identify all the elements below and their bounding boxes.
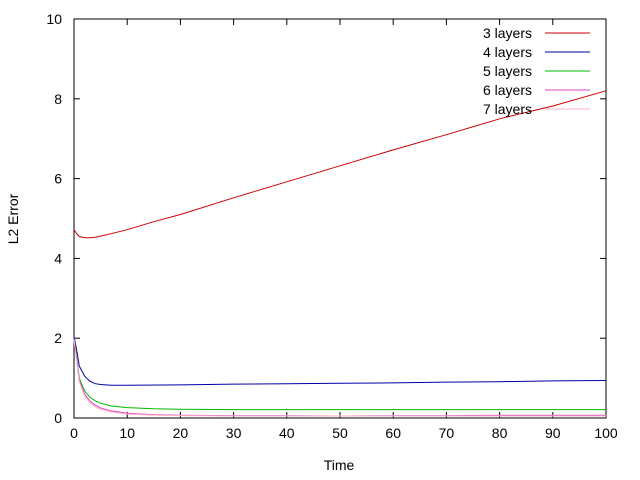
y-tick-label: 0: [54, 410, 62, 426]
y-axis-title: L2 Error: [5, 193, 21, 244]
x-tick-label: 60: [385, 425, 401, 441]
x-tick-label: 0: [70, 425, 78, 441]
y-tick-label: 4: [54, 250, 62, 266]
series-line-6-layers: [73, 338, 606, 417]
x-tick-label: 10: [119, 425, 135, 441]
legend-label: 4 layers: [483, 44, 532, 60]
series-line-4-layers: [73, 336, 607, 386]
legend-label: 3 layers: [483, 25, 532, 41]
x-tick-label: 20: [173, 425, 189, 441]
x-tick-label: 70: [439, 425, 455, 441]
legend: 3 layers 4 layers 5 layers 6 layers 7 layers: [483, 25, 590, 117]
x-axis-title: Time: [324, 457, 355, 473]
series-line-3-layers: [73, 90, 607, 239]
x-tick-label: 80: [492, 425, 508, 441]
y-tick-label: 8: [54, 91, 62, 107]
series-line-7-layers: [73, 340, 606, 417]
legend-label: 6 layers: [483, 82, 532, 98]
y-tick-label: 10: [46, 11, 62, 27]
series-line-5-layers: [73, 338, 606, 411]
x-tick-label: 90: [545, 425, 561, 441]
legend-label: 7 layers: [483, 101, 532, 117]
legend-label: 5 layers: [483, 63, 532, 79]
series-lines: [73, 90, 607, 417]
y-tick-label: 6: [54, 171, 62, 187]
x-tick-label: 100: [594, 425, 618, 441]
axis-ticks: 0 10 20 30 40 50 60 70 80 90 100 0 2 4 6 8 10: [46, 11, 617, 441]
x-tick-label: 40: [279, 425, 295, 441]
x-tick-label: 30: [226, 425, 242, 441]
x-tick-label: 50: [332, 425, 348, 441]
y-tick-label: 2: [54, 330, 62, 346]
